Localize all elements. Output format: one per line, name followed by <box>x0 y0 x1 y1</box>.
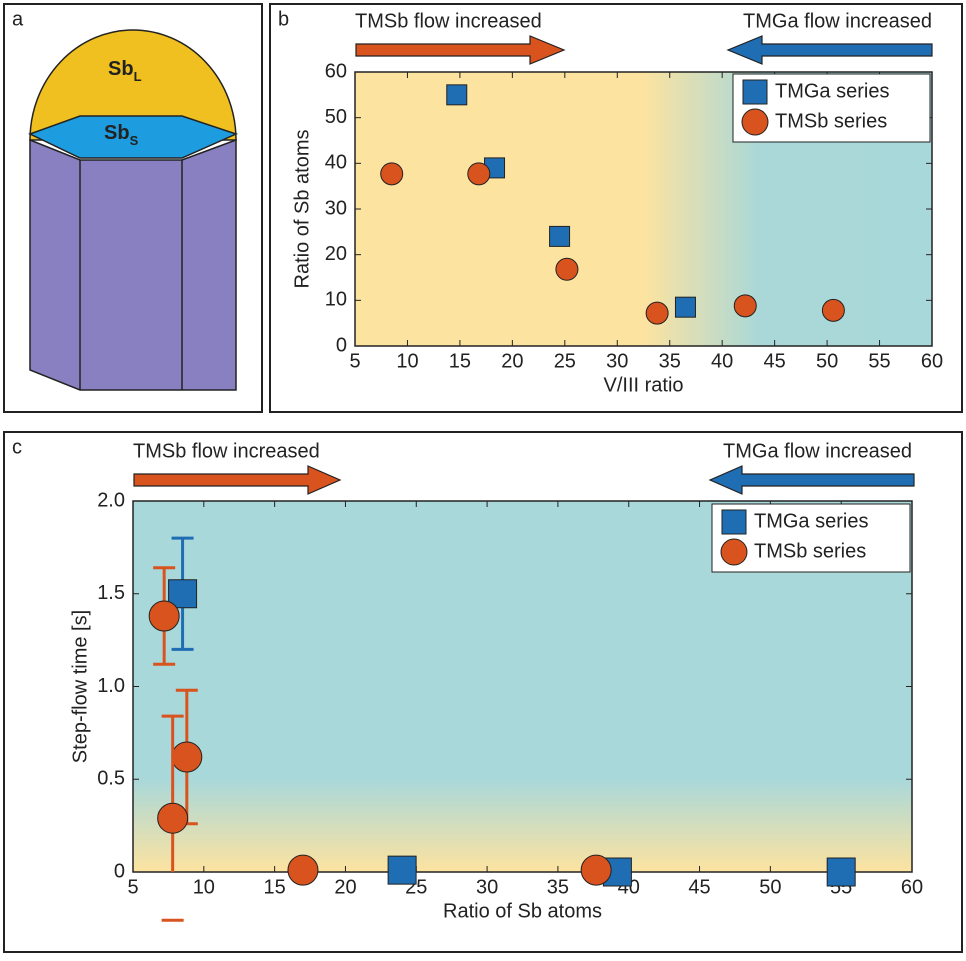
annotation: TMSb flow increased <box>355 10 542 32</box>
y-tick-label: 1.0 <box>97 675 125 697</box>
panel-frame <box>3 3 263 413</box>
x-axis-label: V/III ratio <box>603 374 683 396</box>
panel-label: c <box>12 436 22 458</box>
arrow <box>355 35 566 65</box>
liquid-sub: L <box>134 69 142 84</box>
point <box>821 298 845 322</box>
legend-marker <box>741 108 769 136</box>
y-tick-label: 0 <box>336 334 347 356</box>
flow-arrows <box>133 35 933 495</box>
y-axis-label: Step-flow time [s] <box>69 610 91 763</box>
x-tick-label: 20 <box>334 876 356 898</box>
x-tick-label: 30 <box>606 350 628 372</box>
solid-label: SbS <box>104 122 139 148</box>
x-tick-label: 15 <box>264 876 286 898</box>
legend-label: TMSb series <box>775 110 887 132</box>
legend-marker <box>721 509 747 535</box>
point <box>171 741 203 773</box>
x-tick-label: 50 <box>816 350 838 372</box>
x-tick-label: 45 <box>688 876 710 898</box>
point <box>467 162 491 186</box>
y-tick-label: 50 <box>325 106 347 128</box>
x-tick-label: 5 <box>349 350 360 372</box>
x-tick-label: 60 <box>921 350 943 372</box>
point <box>674 296 696 318</box>
x-tick-label: 35 <box>547 876 569 898</box>
legend-label: TMGa series <box>754 510 868 532</box>
y-tick-label: 30 <box>325 197 347 219</box>
y-tick-label: 0 <box>114 860 125 882</box>
x-tick-label: 45 <box>764 350 786 372</box>
y-tick-label: 0.5 <box>97 768 125 790</box>
panel-label: a <box>12 8 24 30</box>
x-tick-label: 5 <box>127 876 138 898</box>
point <box>446 84 468 106</box>
point <box>157 802 189 834</box>
y-tick-label: 2.0 <box>97 489 125 511</box>
plot-frame <box>132 500 913 873</box>
x-tick-label: 55 <box>868 350 890 372</box>
arrow <box>133 465 342 495</box>
x-tick-label: 25 <box>554 350 576 372</box>
x-tick-label: 15 <box>449 350 471 372</box>
x-tick-label: 60 <box>901 876 923 898</box>
nanowire-diagram: a SbL SbS <box>12 8 239 391</box>
point <box>148 600 180 632</box>
point <box>555 257 579 281</box>
point <box>168 579 198 609</box>
x-tick-label: 10 <box>193 876 215 898</box>
legend-label: TMGa series <box>775 80 889 102</box>
liquid-main: Sb <box>108 58 134 80</box>
legend-marker <box>742 79 768 105</box>
point <box>380 162 404 186</box>
solid-sub: S <box>130 133 139 148</box>
x-tick-label: 30 <box>476 876 498 898</box>
solid-layer <box>28 115 239 159</box>
liquid-label: SbL <box>108 58 142 84</box>
y-tick-label: 60 <box>325 60 347 82</box>
legend-marker <box>720 538 748 566</box>
arrow <box>726 35 933 65</box>
x-tick-label: 20 <box>501 350 523 372</box>
point <box>733 294 757 318</box>
x-tick-label: 40 <box>711 350 733 372</box>
x-tick-label: 10 <box>396 350 418 372</box>
solid-main: Sb <box>104 122 130 144</box>
x-axis-label: Ratio of Sb atoms <box>443 900 602 922</box>
y-tick-label: 20 <box>325 243 347 265</box>
point <box>826 857 856 887</box>
annotation: TMGa flow increased <box>743 10 932 32</box>
panel-label: b <box>278 8 289 30</box>
annotation: TMGa flow increased <box>723 440 912 462</box>
x-tick-label: 50 <box>759 876 781 898</box>
point <box>645 301 669 325</box>
point <box>387 855 417 885</box>
plot-frame <box>354 71 933 347</box>
point <box>287 854 319 886</box>
annotation: TMSb flow increased <box>133 440 320 462</box>
y-axis-label: Ratio of Sb atoms <box>291 130 313 289</box>
y-tick-label: 10 <box>325 289 347 311</box>
panel-frame <box>3 431 963 953</box>
x-tick-label: 35 <box>659 350 681 372</box>
panel-frame <box>269 3 963 413</box>
y-tick-label: 1.5 <box>97 582 125 604</box>
point <box>549 225 571 247</box>
y-tick-label: 40 <box>325 152 347 174</box>
arrow <box>708 465 915 495</box>
liquid-droplet <box>29 29 237 141</box>
legend-label: TMSb series <box>754 540 866 562</box>
point <box>580 854 612 886</box>
wire-body <box>29 138 237 391</box>
